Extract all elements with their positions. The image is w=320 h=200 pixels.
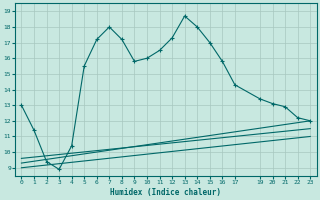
X-axis label: Humidex (Indice chaleur): Humidex (Indice chaleur) bbox=[110, 188, 221, 197]
